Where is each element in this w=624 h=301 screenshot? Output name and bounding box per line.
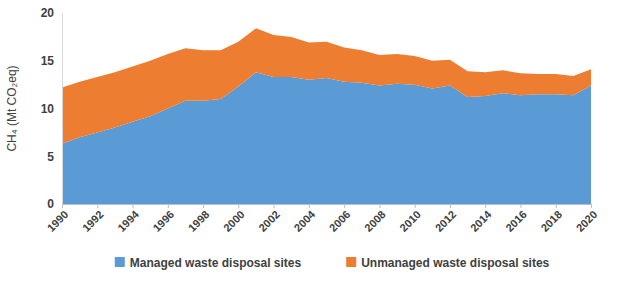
x-tick-mark [274,204,275,208]
x-tick: 2008 [362,204,388,234]
x-tick-label: 2020 [574,208,600,234]
x-tick: 2020 [574,204,600,234]
x-tick-label: 2010 [397,208,423,234]
areas [62,28,591,204]
chart: 1990 1992 1994 1996 1998 2000 2002 2004 2006 2008… [0,0,624,301]
legend-item: Managed waste disposal sites [115,256,302,270]
x-tick: 2002 [256,204,282,234]
x-tick-label: 2014 [468,207,494,233]
x-tick-mark [415,204,416,208]
x-axis-line [63,205,592,209]
x-tick-mark [556,204,557,208]
x-tick: 1996 [150,204,176,234]
x-tick-mark [238,204,239,208]
x-tick-label: 2012 [433,208,459,234]
x-tick-mark [591,204,592,208]
y-tick: 20 [41,6,62,20]
x-tick-mark [97,204,98,208]
x-tick-mark [485,204,486,208]
x-tick-mark [133,204,134,208]
x-tick: 2018 [538,204,564,234]
x-tick: 2016 [503,204,529,234]
x-tick-label: 2004 [291,207,317,233]
x-tick: 2004 [291,204,317,234]
x-tick: 2010 [397,204,423,234]
x-tick-label: 1990 [45,208,71,234]
y-axis-line [62,14,63,205]
x-tick-label: 1992 [80,208,106,234]
x-tick: 1994 [115,204,141,234]
x-tick: 2000 [221,204,247,234]
x-tick-label: 2008 [362,208,388,234]
x-tick-label: 2018 [538,208,564,234]
y-tick-label: 10 [41,102,55,116]
legend-item: Unmanaged waste disposal sites [346,256,549,270]
legend: Managed waste disposal sites Unmanaged wa… [115,256,550,270]
legend-label: Unmanaged waste disposal sites [361,256,549,270]
legend-swatch [115,257,125,267]
x-tick-label: 2000 [221,208,247,234]
legend-label: Managed waste disposal sites [130,256,302,270]
x-tick-mark [62,204,63,208]
x-tick-mark [203,204,204,208]
x-tick: 1992 [80,204,106,234]
x-axis: 1990 1992 1994 1996 1998 2000 2002 2004 2006 2008… [45,204,600,234]
x-tick-label: 1994 [115,207,141,233]
x-tick-label: 2006 [327,208,353,234]
x-tick-label: 1998 [186,208,212,234]
y-axis-title: CH₄ (Mt CO₂eq) [5,65,19,151]
x-tick-label: 1996 [150,208,176,234]
x-tick: 1998 [186,204,212,234]
y-tick-label: 15 [41,54,55,68]
y-tick: 10 [41,102,62,116]
y-tick: 5 [47,150,62,164]
x-tick-mark [344,204,345,208]
x-tick-mark [379,204,380,208]
y-tick-label: 0 [47,197,54,211]
y-tick: 0 [47,197,62,211]
x-tick: 2006 [327,204,353,234]
y-axis: 0 5 10 15 20 [41,6,63,211]
plot: 1990 1992 1994 1996 1998 2000 2002 2004 2006 2008… [41,6,600,234]
y-tick-label: 20 [41,6,55,20]
x-tick-mark [450,204,451,208]
legend-swatch [346,257,356,267]
x-tick-mark [168,204,169,208]
x-tick-mark [520,204,521,208]
x-tick-label: 2002 [256,208,282,234]
x-tick-label: 2016 [503,208,529,234]
area [62,28,591,144]
y-tick-label: 5 [47,150,54,164]
x-tick: 2014 [468,204,494,234]
x-tick-mark [309,204,310,208]
x-tick: 2012 [433,204,459,234]
y-tick: 15 [41,54,62,68]
